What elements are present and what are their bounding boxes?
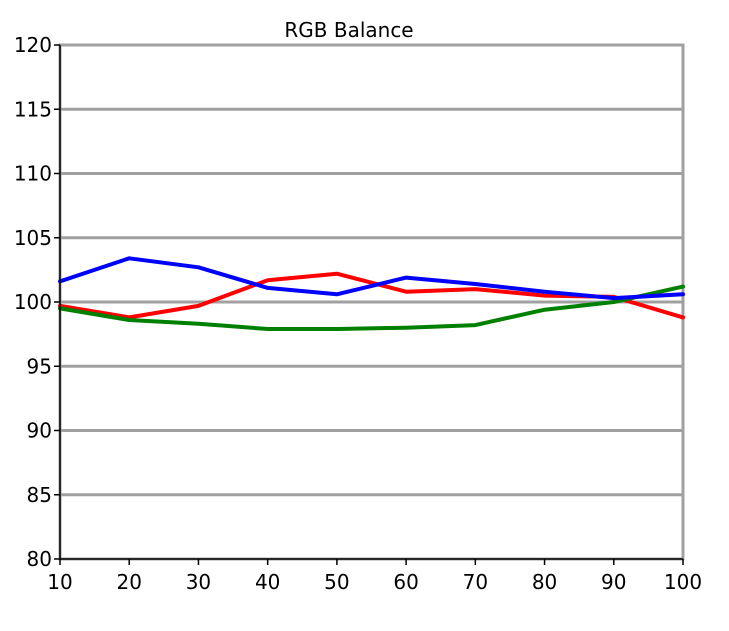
y-tick-label: 80 [27, 547, 52, 571]
y-tick-label: 100 [14, 290, 52, 314]
x-tick-label: 50 [324, 570, 349, 594]
y-tick-label: 90 [27, 419, 52, 443]
x-tick-label: 30 [186, 570, 211, 594]
x-tick-label: 90 [601, 570, 626, 594]
y-tick-label: 105 [14, 226, 52, 250]
series-line-1 [58, 284, 685, 331]
series-line-2 [58, 256, 685, 301]
x-tick-label: 100 [664, 570, 702, 594]
x-tick-label: 20 [116, 570, 141, 594]
series-layer [58, 256, 685, 331]
y-tick-label: 110 [14, 162, 52, 186]
chart-title: RGB Balance [284, 18, 413, 42]
x-tick-label: 10 [47, 570, 72, 594]
grid-layer [58, 43, 685, 561]
y-tick-label: 95 [27, 354, 52, 378]
x-tick-label: 80 [532, 570, 557, 594]
x-tick-label: 70 [463, 570, 488, 594]
tick-layer: 80 85 90 95 100 105 110 115 120 10 20 30 40 50 60 70 80 9… [14, 33, 702, 594]
y-tick-label: 85 [27, 483, 52, 507]
x-tick-label: 40 [255, 570, 280, 594]
y-tick-label: 120 [14, 33, 52, 57]
y-tick-label: 115 [14, 97, 52, 121]
x-tick-label: 60 [393, 570, 418, 594]
